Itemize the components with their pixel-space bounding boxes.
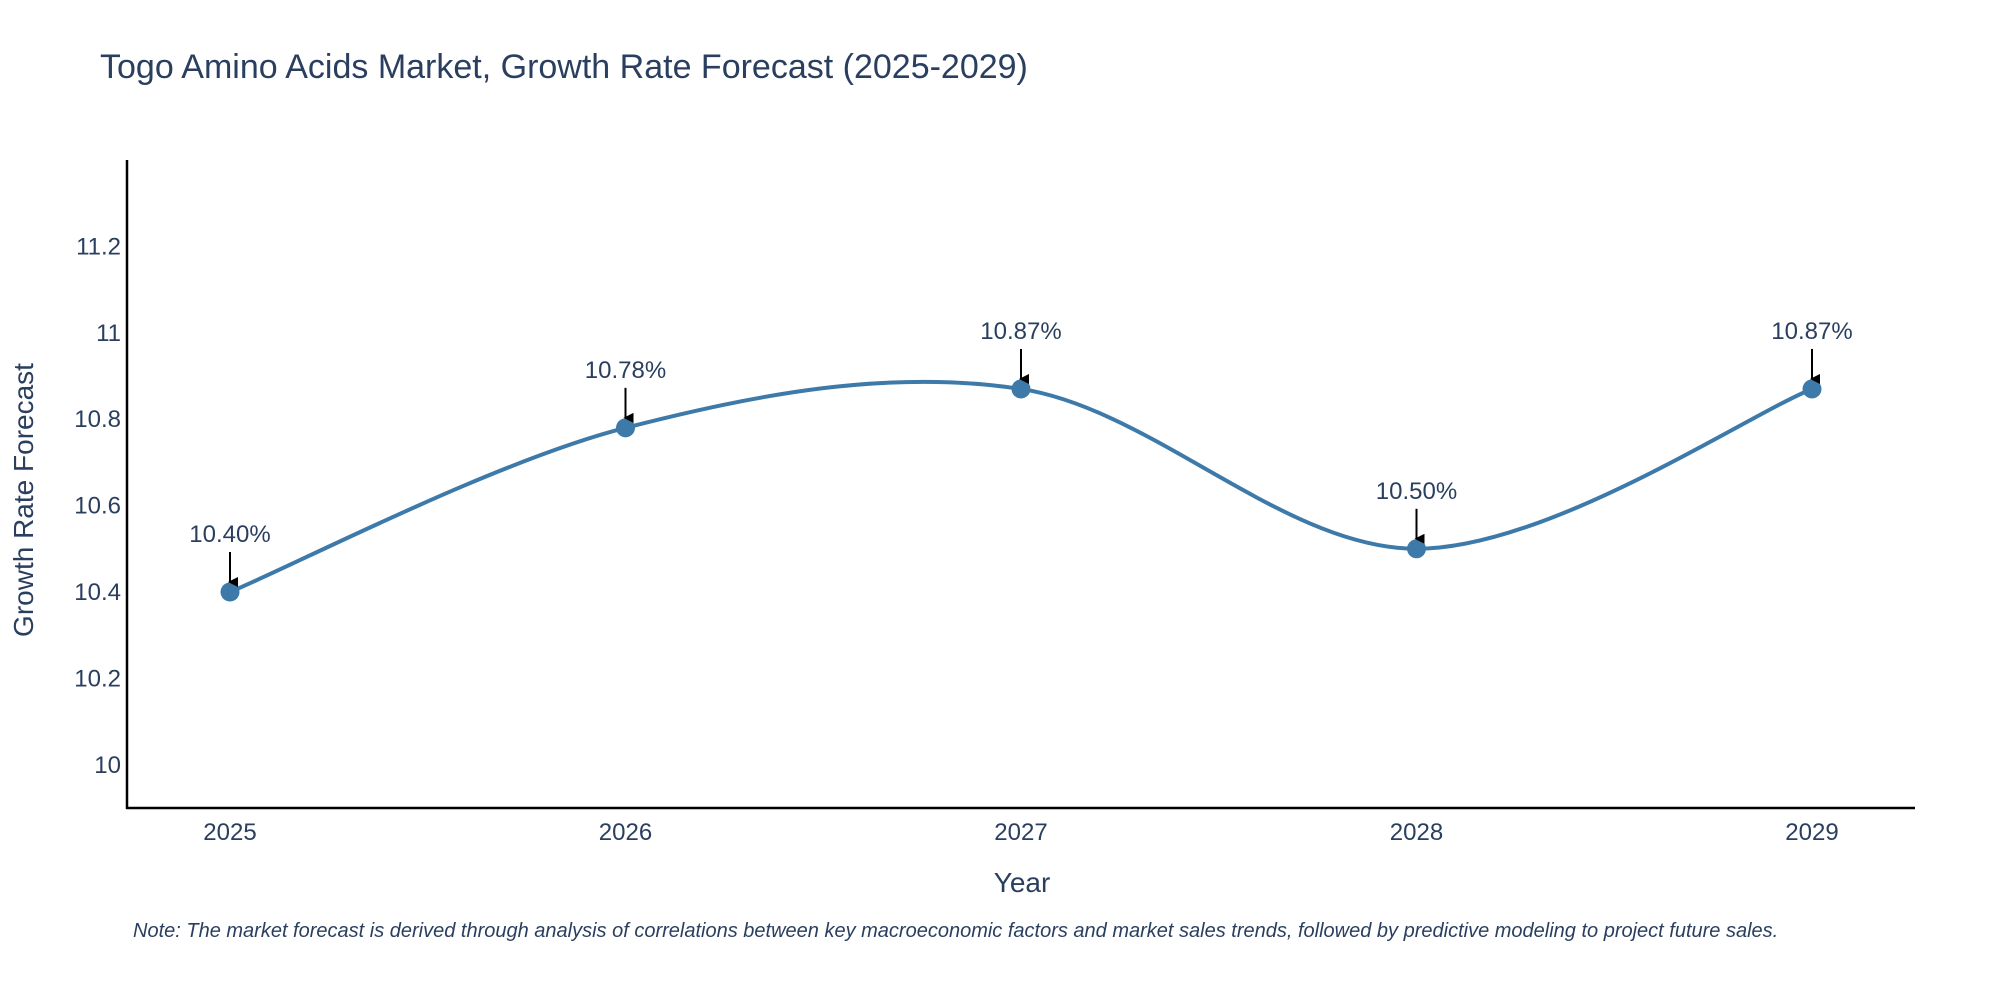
- data-label-2029: 10.87%: [1771, 318, 1852, 345]
- y-tick-label: 10.4: [74, 579, 121, 606]
- data-point-2029: [1802, 379, 1822, 399]
- data-label-2026: 10.78%: [585, 357, 666, 384]
- x-tick-label: 2028: [1390, 819, 1443, 846]
- data-label-2025: 10.40%: [189, 521, 270, 548]
- y-tick-label: 10.8: [74, 406, 121, 433]
- y-tick-label: 11.2: [76, 233, 121, 260]
- x-tick-label: 2026: [599, 819, 652, 846]
- data-point-2028: [1407, 539, 1426, 559]
- series-line: [229, 379, 1813, 594]
- y-tick-label: 10: [94, 752, 121, 779]
- y-tick-label: 10.6: [74, 493, 121, 520]
- x-axis-title: Year: [993, 867, 1051, 898]
- data-point-2027: [1011, 379, 1031, 399]
- data-label-2028: 10.50%: [1376, 478, 1457, 505]
- footnote: Note: The market forecast is derived thr…: [133, 920, 1779, 942]
- y-tick-label: 11: [96, 320, 121, 347]
- x-tick-label: 2025: [203, 819, 256, 846]
- data-point-2026: [616, 418, 635, 438]
- chart-title: Togo Amino Acids Market, Growth Rate For…: [100, 48, 1028, 86]
- x-tick-label: 2027: [994, 819, 1047, 846]
- x-tick-label: 2029: [1785, 819, 1838, 846]
- data-point-2025: [220, 582, 240, 602]
- y-tick-label: 10.2: [74, 665, 121, 692]
- data-label-2027: 10.87%: [980, 318, 1061, 345]
